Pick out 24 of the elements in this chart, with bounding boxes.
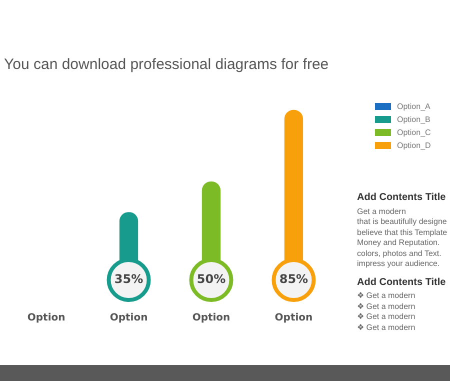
legend-label: Option_C: [397, 128, 431, 137]
legend-label: Option_A: [397, 102, 430, 111]
text: impress your audience.: [357, 259, 441, 270]
data-label: 35%: [114, 272, 144, 286]
data-label: 85%: [279, 272, 308, 286]
legend-label: Option_D: [397, 141, 431, 150]
text: Money and Reputation.: [357, 238, 441, 248]
text: ❖ Get a modern: [357, 312, 416, 322]
text: ❖ Get a modern: [357, 302, 416, 312]
text: Add Contents Title: [357, 276, 447, 288]
x-tick-label: Option: [27, 312, 66, 324]
legend-label: Option_B: [397, 115, 430, 124]
text: colors, photos and Text.: [357, 248, 442, 259]
text: Add Contents Title: [357, 192, 447, 204]
text: Get a modern: [357, 206, 407, 217]
data-label: 50%: [196, 272, 226, 286]
x-tick-label: Option: [274, 312, 313, 324]
x-tick-label: Option: [110, 312, 148, 324]
chart-subtitle: You can download professional diagrams for free: [4, 56, 329, 73]
text: believe that this Template: [357, 228, 448, 238]
text: ❖ Get a modern: [357, 322, 416, 333]
text: that is beautifully designe: [357, 217, 448, 228]
text: ❖ Get a modern: [357, 291, 416, 302]
x-tick-label: Option: [192, 312, 230, 324]
